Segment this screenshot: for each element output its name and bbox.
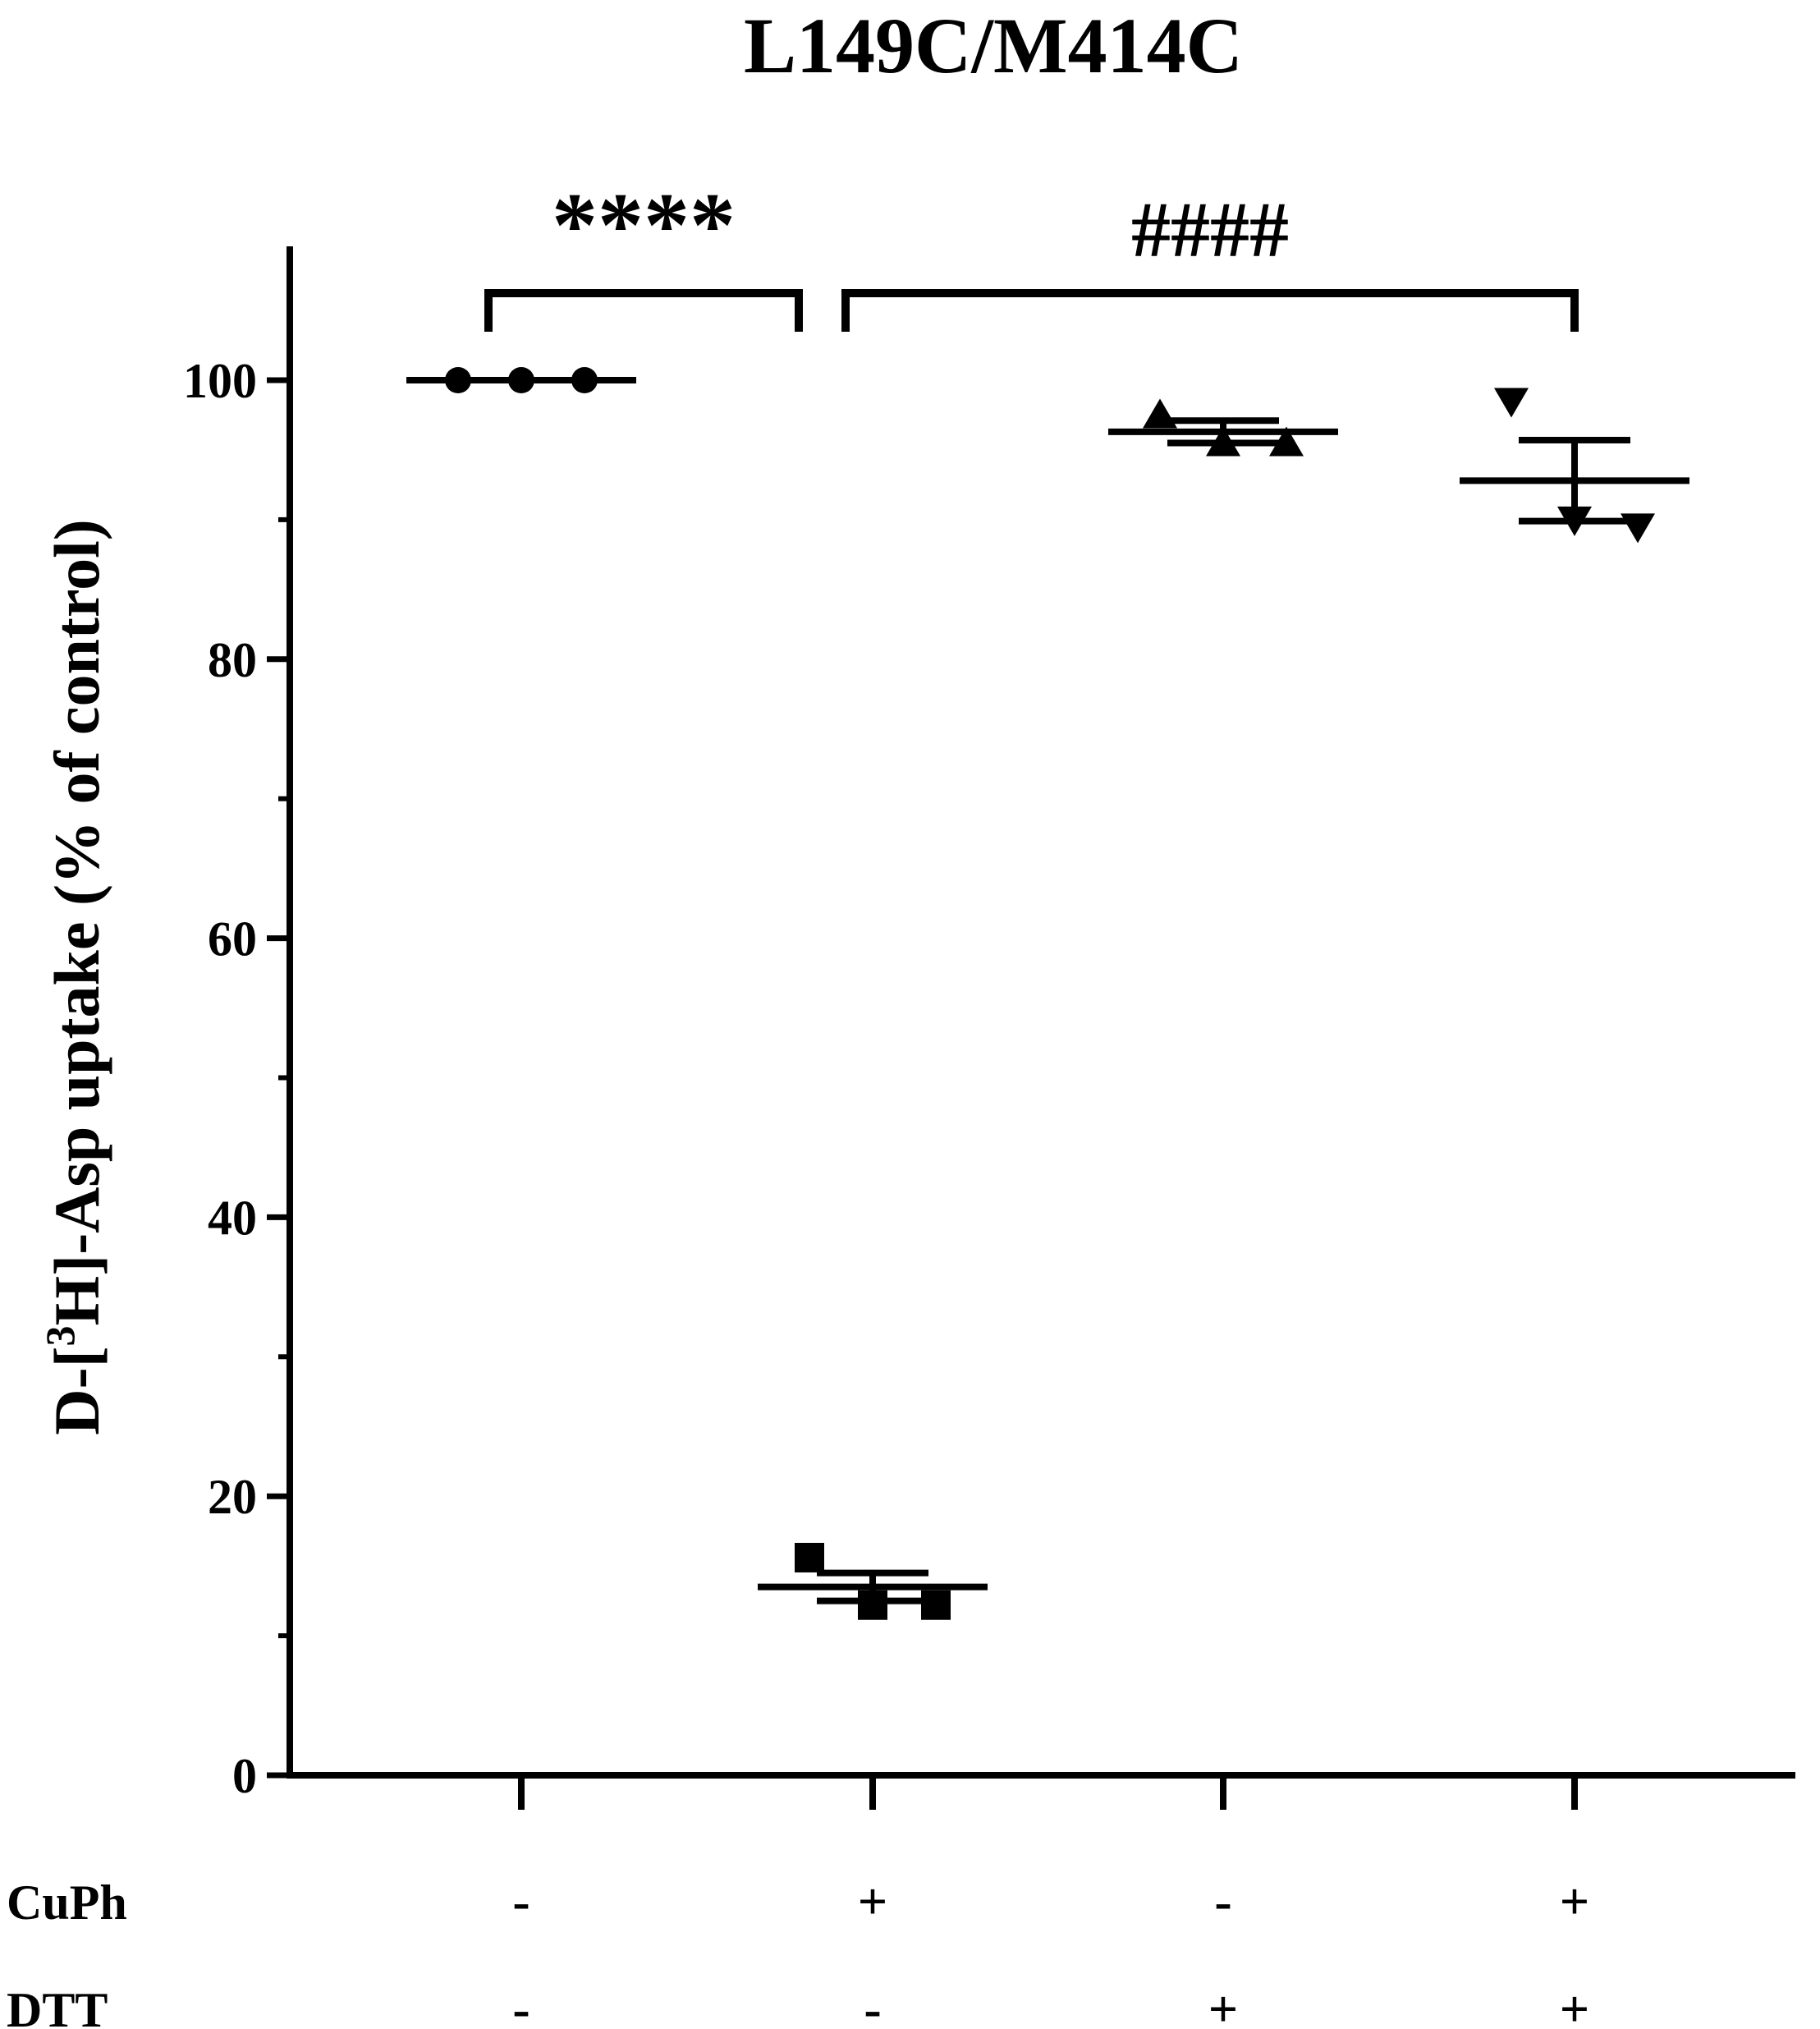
data-point xyxy=(1269,426,1304,457)
row-label-dtt: DTT xyxy=(7,1983,108,2029)
dtt-sign: - xyxy=(864,1980,881,2029)
y-tick-label: 80 xyxy=(208,633,257,687)
y-axis-ticks: 0 20 40 60 80 100 xyxy=(183,354,290,1803)
bracket xyxy=(841,289,1579,332)
y-tick-label: 40 xyxy=(208,1191,257,1245)
significance-brackets: **** #### xyxy=(484,175,1579,332)
y-tick-label: 60 xyxy=(208,912,257,966)
y-tick-label: 0 xyxy=(232,1749,257,1803)
data-groups xyxy=(406,367,1689,1620)
y-tick-label: 100 xyxy=(183,354,257,408)
data-point xyxy=(795,1542,824,1572)
significance-stars: **** xyxy=(552,175,736,277)
dtt-sign: + xyxy=(1560,1980,1589,2029)
cuph-sign: - xyxy=(512,1872,529,1930)
significance-hashes: #### xyxy=(1131,186,1289,273)
data-point xyxy=(1494,388,1529,418)
bracket xyxy=(484,289,803,332)
cuph-sign: - xyxy=(1214,1872,1231,1930)
cuph-sign: + xyxy=(1560,1872,1589,1930)
chart-title: L149C/M414C xyxy=(744,2,1243,90)
dtt-sign: - xyxy=(512,1980,529,2029)
row-label-cuph: CuPh xyxy=(7,1875,127,1930)
data-point xyxy=(921,1590,951,1620)
dtt-sign: + xyxy=(1208,1980,1238,2029)
cuph-sign: + xyxy=(858,1872,887,1930)
condition-signs: - - + - - + + + xyxy=(512,1872,1589,2029)
x-axis-ticks xyxy=(518,1775,1578,1810)
y-tick-label: 20 xyxy=(208,1470,257,1524)
y-axis-label: D-[3H]-Asp uptake (% of control) xyxy=(37,519,112,1435)
